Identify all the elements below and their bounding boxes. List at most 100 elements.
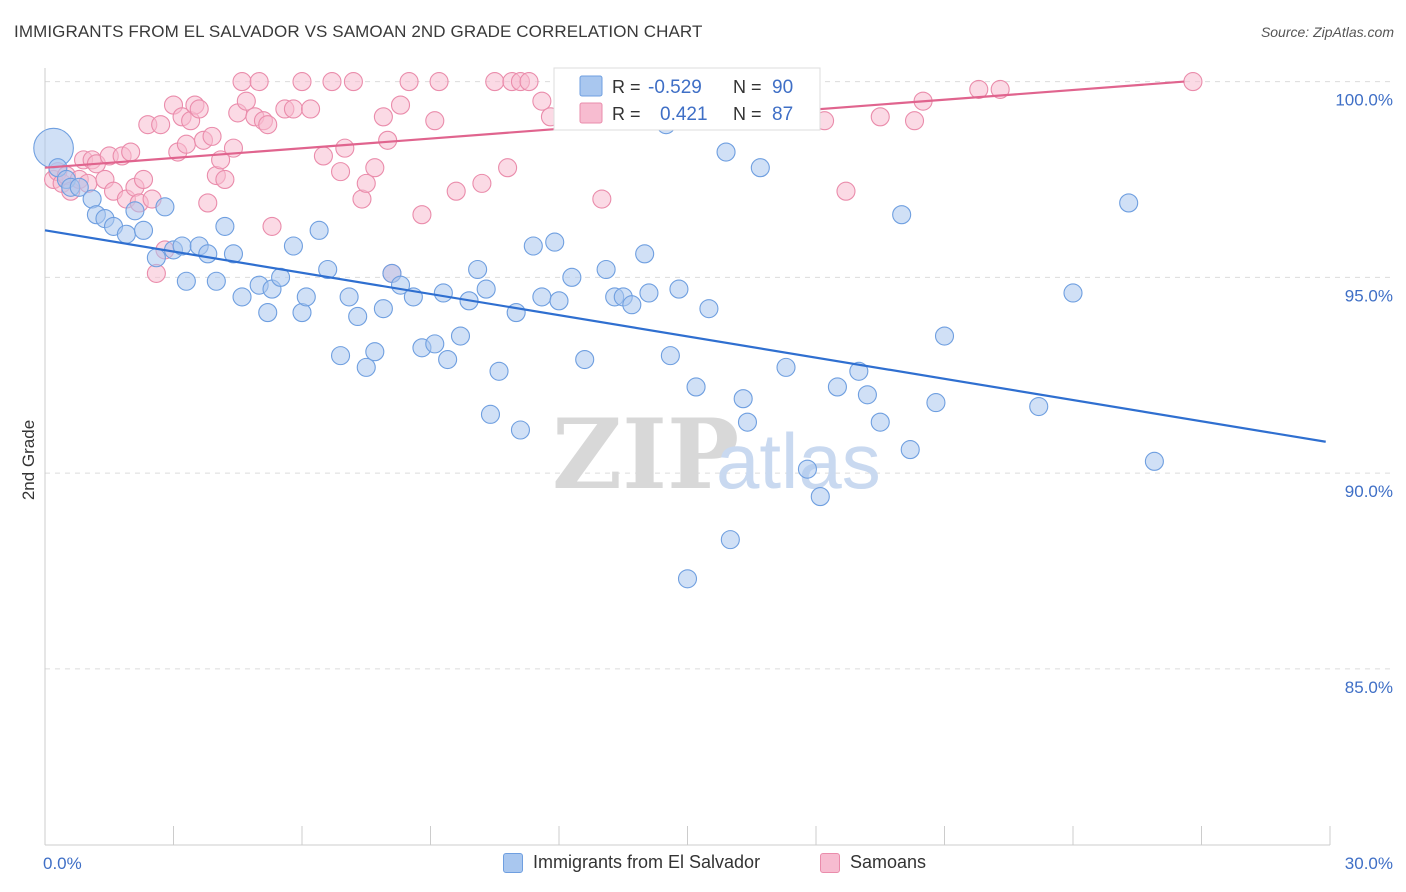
legend-n-value-1: 90 bbox=[772, 77, 793, 98]
el-salvador-point bbox=[776, 357, 796, 377]
el-salvador-point bbox=[926, 393, 946, 413]
el-salvador-point bbox=[348, 306, 368, 327]
el-salvador-point bbox=[468, 259, 488, 280]
el-salvador-point bbox=[532, 287, 552, 307]
el-salvador-point bbox=[523, 236, 543, 256]
samoan-point bbox=[232, 72, 252, 92]
el-salvador-point bbox=[849, 361, 869, 381]
el-salvador-trend-line bbox=[44, 229, 1326, 443]
axes bbox=[44, 68, 1331, 846]
samoan-point bbox=[215, 169, 235, 189]
samoan-point bbox=[412, 205, 432, 225]
el-salvador-point bbox=[292, 303, 312, 323]
el-salvador-point bbox=[82, 189, 102, 209]
el-salvador-point bbox=[232, 287, 252, 307]
samoan-point bbox=[343, 72, 363, 92]
el-salvador-point bbox=[215, 216, 235, 236]
samoan-point bbox=[258, 115, 278, 135]
samoan-point bbox=[399, 72, 419, 92]
el-salvador-point bbox=[365, 342, 385, 362]
el-salvador-point bbox=[373, 299, 393, 319]
correlation-legend: R = -0.529 N = 90 R = 0.421 N = 87 bbox=[553, 67, 821, 131]
legend-label-samoans: Samoans bbox=[850, 852, 927, 872]
samoan-point bbox=[189, 99, 209, 119]
el-salvador-point bbox=[339, 287, 359, 307]
el-salvador-point bbox=[622, 295, 642, 315]
samoan-point bbox=[176, 134, 196, 154]
el-salvador-point bbox=[438, 349, 458, 370]
y-tick-label: 85.0% bbox=[1345, 678, 1393, 697]
legend-swatch-el-salvador bbox=[503, 852, 523, 873]
legend-item-el-salvador: Immigrants from El Salvador bbox=[503, 852, 760, 873]
samoan-point bbox=[904, 111, 925, 131]
el-salvador-point bbox=[545, 232, 565, 252]
el-salvador-point bbox=[206, 271, 226, 291]
legend-r-label-2: R = bbox=[612, 104, 641, 124]
samoan-point bbox=[236, 91, 256, 111]
source-credit: Source: ZipAtlas.com bbox=[1260, 24, 1394, 40]
legend-n-value-2: 87 bbox=[772, 104, 793, 125]
el-salvador-point bbox=[176, 271, 196, 291]
el-salvador-point bbox=[827, 377, 847, 397]
samoan-point bbox=[335, 138, 355, 158]
samoan-point bbox=[485, 72, 505, 92]
samoan-point bbox=[198, 193, 218, 213]
el-salvador-point bbox=[155, 197, 175, 217]
samoan-point bbox=[292, 72, 312, 92]
y-tick-label: 100.0% bbox=[1335, 91, 1393, 110]
el-salvador-point bbox=[870, 412, 890, 432]
samoan-point bbox=[969, 79, 989, 99]
el-salvador-point bbox=[660, 346, 680, 366]
el-salvador-point bbox=[596, 259, 616, 280]
el-salvador-point bbox=[450, 326, 471, 346]
el-salvador-point bbox=[116, 224, 136, 244]
samoan-point bbox=[330, 162, 351, 182]
el-salvador-point bbox=[892, 205, 912, 225]
samoan-point bbox=[592, 189, 612, 209]
samoan-point bbox=[352, 189, 372, 209]
el-salvador-point bbox=[575, 349, 595, 370]
el-salvador-point bbox=[677, 569, 698, 589]
watermark-atlas: atlas bbox=[716, 417, 881, 505]
el-salvador-point bbox=[857, 385, 877, 405]
el-salvador-point bbox=[737, 412, 758, 432]
samoan-point bbox=[283, 99, 303, 119]
el-salvador-point bbox=[562, 267, 582, 287]
el-salvador-point bbox=[296, 287, 316, 307]
samoan-point bbox=[301, 99, 321, 119]
el-salvador-point bbox=[356, 357, 376, 377]
y-axis-label: 2nd Grade bbox=[19, 420, 38, 500]
el-salvador-point bbox=[223, 244, 244, 264]
el-salvador-point bbox=[146, 248, 166, 268]
el-salvador-point bbox=[318, 259, 338, 280]
grid-lines bbox=[45, 81, 1392, 670]
samoan-point bbox=[262, 216, 282, 236]
el-salvador-point bbox=[716, 142, 736, 162]
series-legend: Immigrants from El Salvador Samoans bbox=[0, 852, 1406, 878]
el-salvador-point bbox=[934, 326, 955, 346]
legend-swatch-blue bbox=[579, 75, 603, 97]
el-salvador-point bbox=[125, 201, 145, 221]
samoan-point bbox=[390, 95, 411, 115]
y-tick-label: 95.0% bbox=[1345, 286, 1393, 305]
samoan-point bbox=[472, 173, 492, 193]
watermark: ZIP atlas bbox=[552, 398, 881, 511]
el-salvador-point bbox=[549, 291, 569, 311]
legend-r-label-1: R = bbox=[612, 77, 641, 97]
tick-labels: 85.0% 90.0% 95.0% 100.0% 0.0% 30.0% bbox=[43, 91, 1393, 873]
el-salvador-point bbox=[425, 334, 445, 354]
samoan-point bbox=[498, 158, 518, 178]
samoan-point bbox=[429, 72, 449, 92]
el-salvador-point bbox=[330, 346, 351, 366]
el-salvador-point bbox=[635, 244, 655, 264]
el-salvador-point bbox=[669, 279, 689, 299]
samoan-point bbox=[532, 91, 552, 111]
el-salvador-point bbox=[686, 377, 706, 397]
legend-swatch-pink bbox=[579, 102, 603, 124]
legend-r-value-2: 0.421 bbox=[660, 104, 708, 125]
legend-n-label-2: N = bbox=[733, 104, 762, 124]
samoan-point bbox=[836, 181, 856, 201]
samoan-point bbox=[356, 173, 376, 193]
x-tick-label: 0.0% bbox=[43, 854, 82, 873]
